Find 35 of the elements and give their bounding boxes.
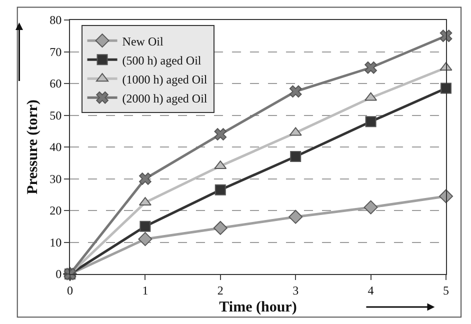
x-tick-label: 2 bbox=[217, 283, 224, 298]
legend-label: (1000 h) aged Oil bbox=[122, 72, 208, 86]
legend-label: (500 h) aged Oil bbox=[122, 53, 202, 68]
point bbox=[214, 128, 227, 140]
x-tick-label: 3 bbox=[292, 283, 299, 298]
legend-label: (2000 h) aged Oil bbox=[122, 91, 208, 106]
x-tick-label: 5 bbox=[443, 283, 449, 298]
point bbox=[213, 220, 228, 235]
point bbox=[364, 200, 378, 214]
legend-label: New Oil bbox=[122, 34, 164, 48]
y-tick-label: 10 bbox=[50, 235, 62, 250]
point bbox=[288, 210, 303, 224]
point bbox=[139, 172, 152, 185]
point bbox=[440, 30, 452, 42]
y-tick-label: 60 bbox=[50, 76, 62, 91]
point bbox=[290, 151, 302, 162]
point bbox=[140, 220, 151, 232]
point bbox=[214, 184, 226, 196]
y-tick-label: 40 bbox=[50, 140, 62, 154]
point bbox=[289, 85, 302, 98]
y-tick-label: 70 bbox=[50, 44, 62, 59]
y-axis-title: Pressure (torr) bbox=[24, 100, 41, 194]
x-tick-label: 0 bbox=[67, 283, 73, 298]
y-tick-label: 20 bbox=[50, 204, 62, 218]
x-axis-title: Time (hour) bbox=[219, 299, 297, 316]
point bbox=[440, 82, 452, 94]
point bbox=[365, 116, 376, 128]
x-tick-label: 1 bbox=[142, 283, 148, 298]
y-tick-label: 80 bbox=[50, 13, 62, 28]
x-tick-label: 4 bbox=[368, 283, 374, 298]
y-tick-label: 50 bbox=[50, 108, 62, 122]
y-tick-label: 30 bbox=[50, 172, 62, 186]
point bbox=[138, 232, 152, 246]
point bbox=[364, 61, 377, 74]
y-tick-label: 0 bbox=[56, 267, 62, 282]
